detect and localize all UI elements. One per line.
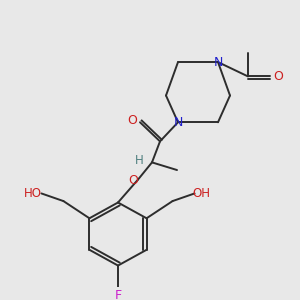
Text: H: H [135,154,143,167]
Text: F: F [114,289,122,300]
Text: OH: OH [193,187,211,200]
Text: N: N [173,116,183,129]
Text: N: N [213,56,223,69]
Text: HO: HO [23,187,41,200]
Text: O: O [127,114,137,127]
Text: O: O [128,174,138,187]
Text: O: O [273,70,283,83]
